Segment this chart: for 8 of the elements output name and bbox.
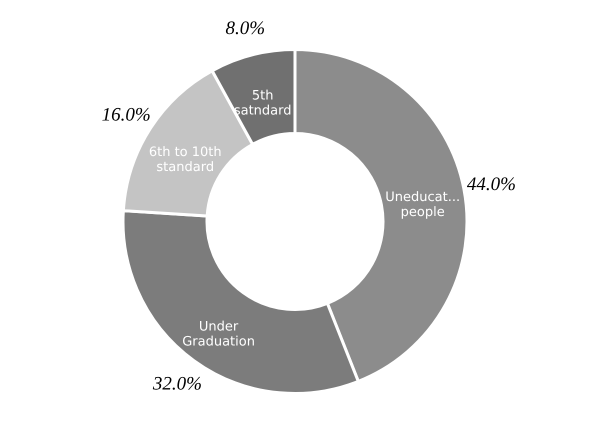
- slice-label: 6th to 10th standard: [148, 144, 222, 175]
- data-label: 32.0%: [152, 373, 202, 394]
- data-label: 16.0%: [102, 104, 151, 126]
- slice-label: Under Graduation: [182, 320, 255, 350]
- data-label: 8.0%: [225, 18, 266, 39]
- slice-label: 5th satndard: [234, 88, 292, 119]
- data-label: 44.0%: [466, 174, 516, 196]
- slice-label: Uneducat... people: [385, 190, 460, 220]
